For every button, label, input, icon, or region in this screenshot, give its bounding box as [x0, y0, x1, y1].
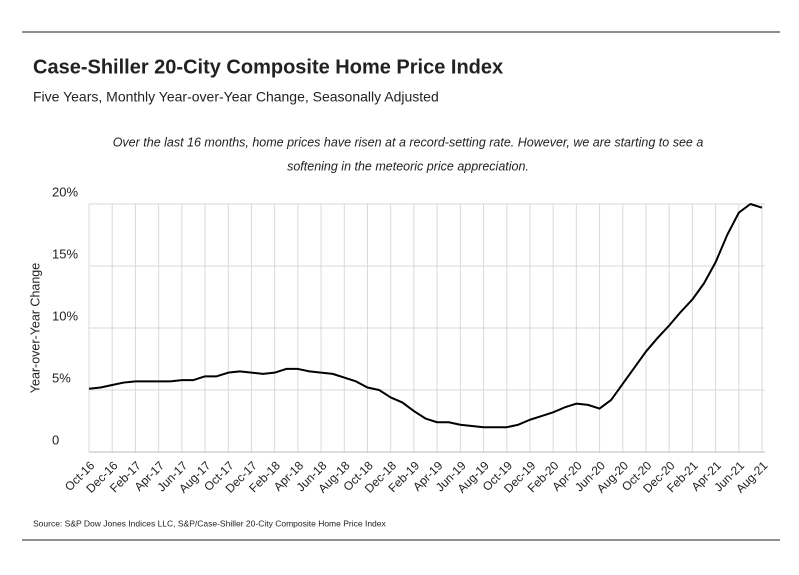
annotation: Over the last 16 months, home prices hav…: [113, 135, 704, 149]
y-tick-label: 15%: [52, 246, 78, 261]
annotation: softening in the meteoric price apprecia…: [287, 159, 529, 173]
y-axis-label: Year-over-Year Change: [28, 263, 42, 393]
line: [88, 203, 763, 429]
source: Source: S&P Dow Jones Indices LLC, S&P/C…: [33, 518, 386, 528]
y-tick-label: 10%: [52, 308, 78, 323]
chart-subtitle: Five Years, Monthly Year-over-Year Chang…: [33, 89, 439, 105]
y-tick-label: 5%: [52, 370, 71, 385]
chart-title: Case-Shiller 20-City Composite Home Pric…: [33, 56, 503, 78]
y-tick-label: 20%: [52, 184, 78, 199]
y-tick-label: 0: [52, 432, 59, 447]
